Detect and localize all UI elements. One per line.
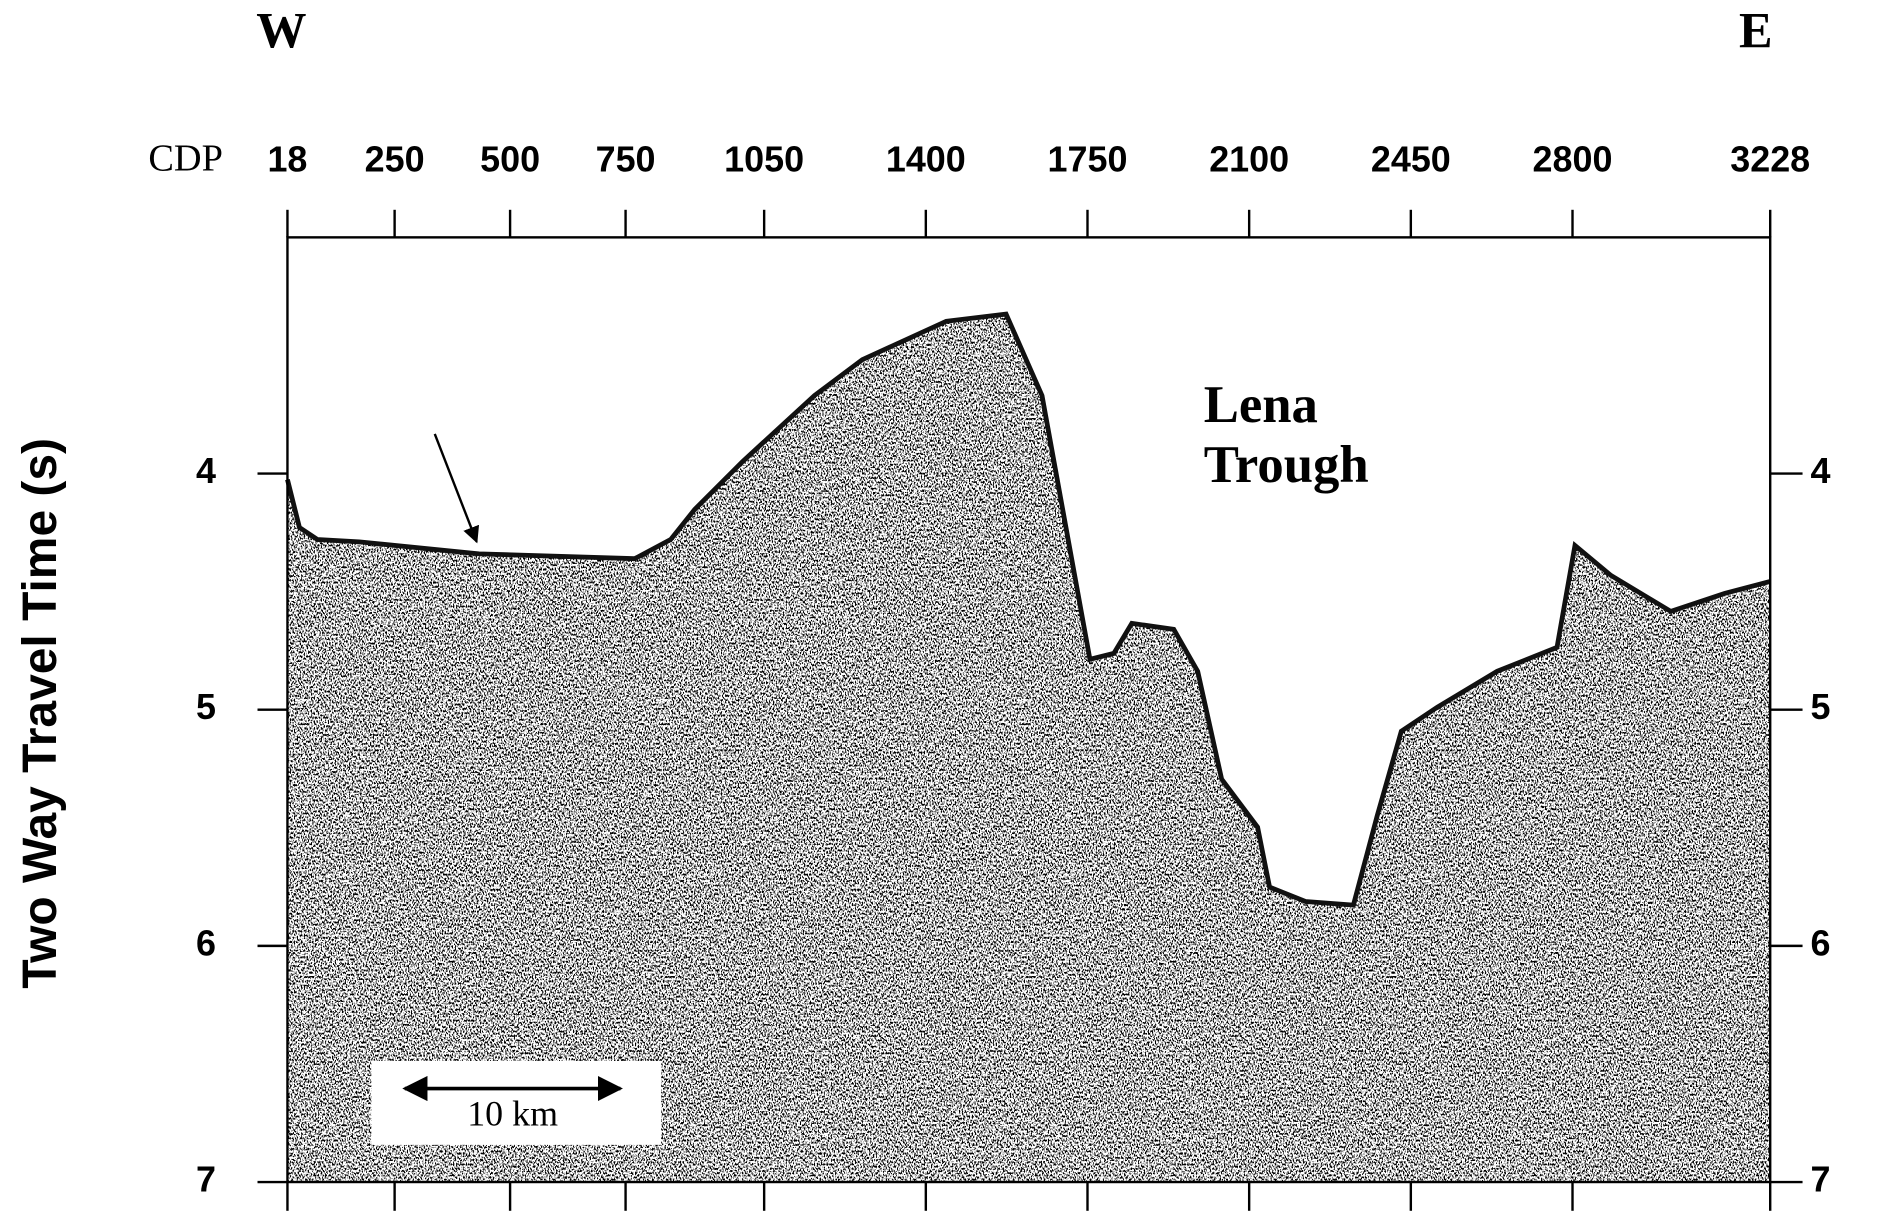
x-tick-label: 500 — [480, 138, 540, 179]
scale-bar-label: 10 km — [467, 1094, 558, 1134]
arrow — [433, 433, 480, 544]
x-tick-label: 2450 — [1371, 138, 1451, 179]
annotation: Trough — [1204, 436, 1369, 494]
x-axis-label: CDP — [148, 138, 223, 180]
x-tick-label: 750 — [596, 138, 656, 179]
plot-area — [287, 314, 1771, 1183]
y-tick-label: 7 — [196, 1159, 216, 1200]
y-tick-label: 5 — [1811, 686, 1831, 727]
x-tick-label: 2800 — [1533, 138, 1613, 179]
y-tick-label: 5 — [196, 686, 216, 727]
y-tick-label: 4 — [1811, 450, 1831, 491]
scale-bar-box — [371, 1060, 662, 1145]
annotation: Lena — [1204, 376, 1318, 434]
y-axis-label: Two Way Travel Time (s) — [14, 438, 67, 989]
y-tick-label: 6 — [1811, 922, 1831, 963]
direction-label: E — [1739, 2, 1773, 58]
x-tick-label: 2100 — [1209, 138, 1289, 179]
y-tick-label: 4 — [196, 450, 216, 491]
x-tick-label: 18 — [267, 138, 307, 179]
direction-label: W — [256, 2, 306, 58]
x-tick-label: 1400 — [886, 138, 966, 179]
seismic-texture — [287, 314, 1771, 1183]
seafloor-reflector — [285, 311, 1771, 908]
y-tick-label: 7 — [1811, 1159, 1831, 1200]
y-tick-label: 6 — [196, 922, 216, 963]
x-tick-label: 250 — [365, 138, 425, 179]
x-tick-label: 1750 — [1048, 138, 1128, 179]
x-tick-label: 3228 — [1730, 138, 1810, 179]
x-tick-label: 1050 — [724, 138, 804, 179]
